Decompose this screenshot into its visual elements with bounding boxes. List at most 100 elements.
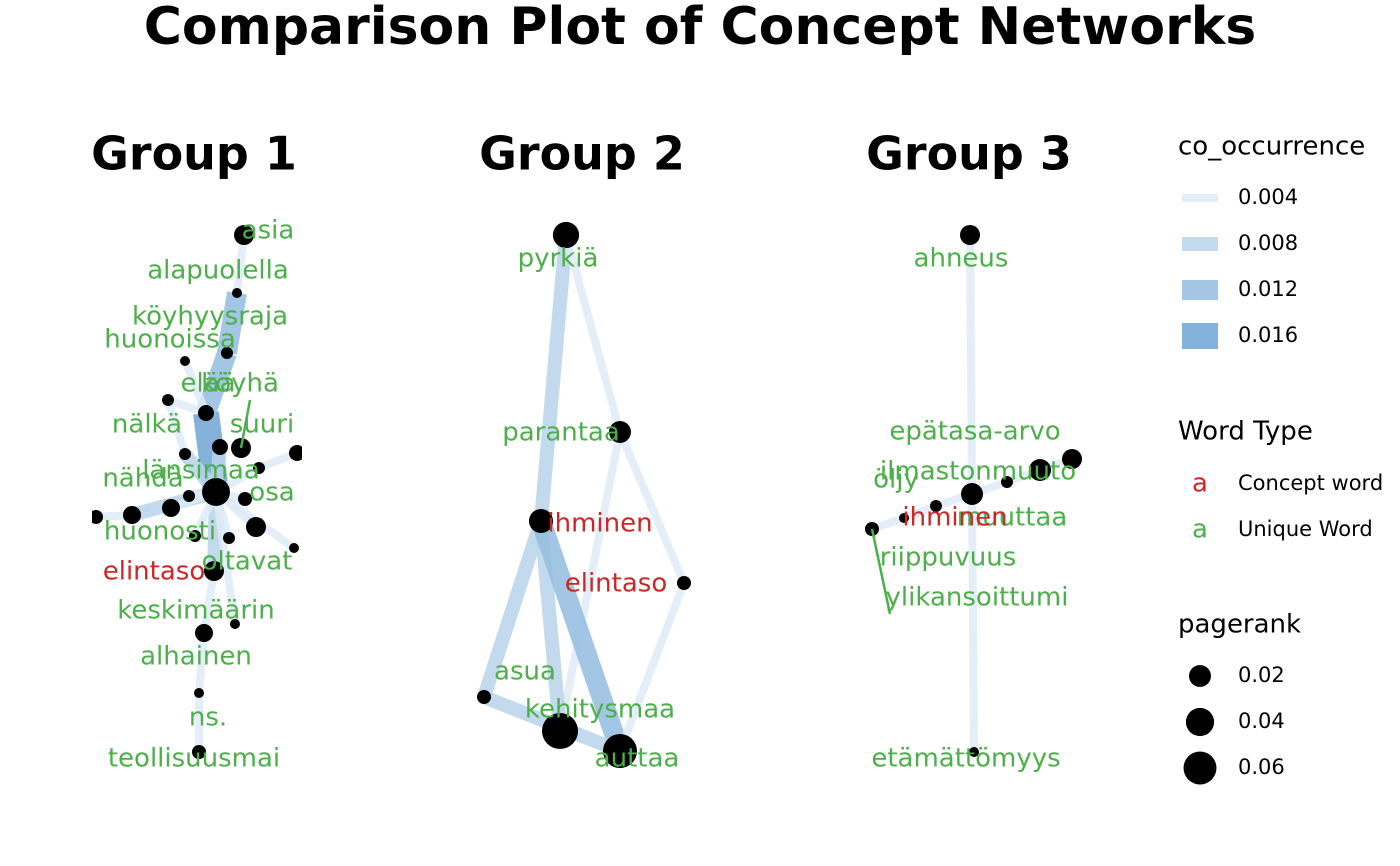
panel: pyrkiä parantaa ihminen elintaso asua kehitys… [476, 221, 692, 774]
node [969, 747, 979, 757]
legend-key: a [1192, 515, 1208, 545]
node-label: oltavat [202, 547, 293, 577]
legend-key [1185, 707, 1215, 737]
node [552, 221, 580, 249]
legend-label: 0.004 [1238, 185, 1298, 209]
node [676, 575, 692, 591]
node [1062, 449, 1082, 469]
node [1001, 476, 1013, 488]
edge [556, 431, 624, 732]
node-label: köyhä [201, 369, 279, 399]
node-label: epätasa-arvo [889, 417, 1060, 447]
node-label: köyhyysraja [132, 302, 288, 332]
node [961, 483, 983, 505]
node [202, 478, 230, 506]
node-label: länsimaa [142, 456, 260, 486]
node [194, 623, 214, 643]
node [183, 490, 195, 502]
legend-key [1182, 237, 1218, 251]
edge [531, 517, 630, 755]
panel-title: Group 1 [91, 127, 297, 181]
node-label: nälkä [112, 410, 182, 440]
edge [196, 349, 237, 417]
node-label: ns. [189, 703, 227, 733]
edge [562, 233, 624, 434]
edge [616, 581, 688, 753]
node-label: alapuolella [147, 256, 289, 286]
node-label: muuttaa [957, 503, 1068, 533]
legend-key [1183, 751, 1217, 785]
node-label: ihminen [902, 503, 1007, 533]
edge [195, 632, 208, 694]
chart-title: Comparison Plot of Concept Networks [144, 0, 1257, 57]
node [161, 498, 181, 518]
node [194, 688, 204, 698]
node [289, 445, 302, 461]
legend-label: 0.008 [1238, 231, 1298, 255]
node-label: nähdä [102, 464, 183, 494]
node [179, 448, 191, 460]
node-label: suuri [230, 410, 294, 440]
edge [966, 234, 976, 495]
legend-label: Concept word [1238, 471, 1383, 495]
node [234, 225, 254, 245]
node-label: riippuvuus [880, 543, 1017, 573]
edge [534, 234, 573, 522]
node [528, 508, 554, 534]
node [198, 405, 214, 421]
legend-key [1182, 280, 1218, 300]
node [230, 619, 240, 629]
node [930, 500, 942, 512]
node [221, 347, 233, 359]
node [602, 733, 638, 769]
node [237, 491, 253, 507]
legend-title: pagerank [1178, 610, 1301, 640]
node [189, 530, 201, 542]
node [899, 513, 909, 523]
edge [968, 493, 978, 753]
edge [181, 359, 210, 415]
node-label: ihminen [547, 509, 652, 539]
legend-title: co_occurrence [1178, 132, 1365, 162]
panel-title: Group 2 [479, 127, 685, 181]
node-label: elintaso [565, 569, 668, 599]
node-label: huonosti [104, 517, 216, 547]
node [609, 421, 631, 443]
label-leader [870, 528, 892, 615]
node [1029, 459, 1051, 481]
legend-label: 0.04 [1238, 709, 1285, 733]
node-label: parantaa [502, 418, 620, 448]
legend-key [1182, 323, 1218, 349]
legend-label: 0.016 [1238, 323, 1298, 347]
node-label: kehitysmaa [525, 695, 675, 725]
node [191, 744, 207, 760]
node-label: huonoissa [104, 325, 236, 355]
legend-key: a [1192, 469, 1208, 499]
node-label: teollisuusmai [108, 744, 280, 774]
node [476, 689, 492, 705]
node-label: ilmastonmuuto [880, 457, 1076, 487]
node-label: ahneus [914, 244, 1009, 274]
node [180, 356, 190, 366]
node-label: asua [494, 657, 556, 687]
legend-title: Word Type [1178, 417, 1313, 447]
node [122, 505, 142, 525]
edge [477, 518, 548, 700]
node-label: öljy [873, 465, 919, 495]
node-label: keskimäärin [117, 596, 275, 626]
edge [212, 491, 239, 625]
node-label: elää [180, 369, 235, 399]
node [246, 517, 266, 537]
panel-title: Group 3 [866, 127, 1072, 181]
node-label: pyrkiä [518, 244, 599, 274]
node [92, 509, 104, 525]
edge [164, 398, 189, 456]
node [253, 462, 265, 474]
legend-key [1189, 665, 1211, 687]
edge [217, 291, 247, 355]
node-label: ylikansoittumi [886, 583, 1069, 613]
node-label: elintaso [103, 557, 206, 587]
legend-label: Unique Word [1238, 517, 1373, 541]
